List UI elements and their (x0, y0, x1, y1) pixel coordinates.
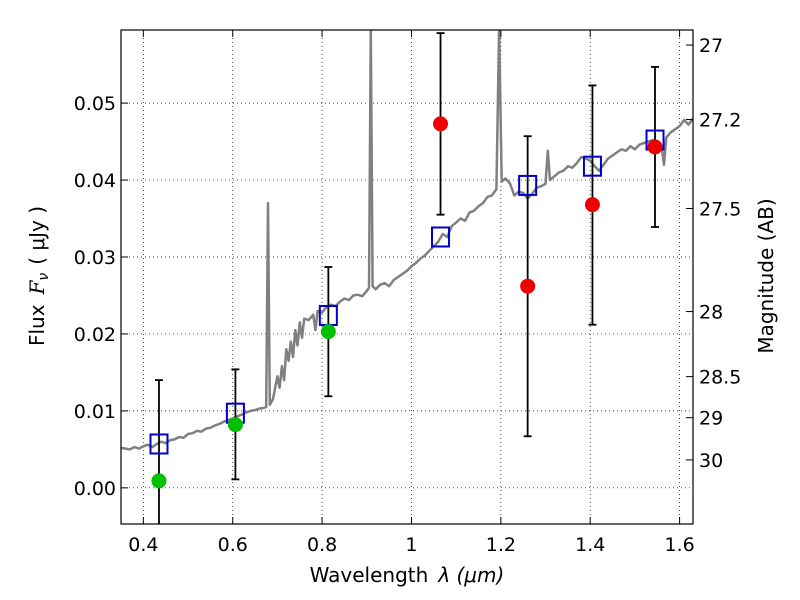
y-axis-label: FluxFν( μJy ) (25, 206, 52, 346)
plot-area (121, 30, 693, 524)
nondetection-point (584, 197, 600, 213)
x-tick-label: 1.6 (664, 534, 694, 556)
x-tick-label: 0.6 (218, 534, 248, 556)
y2-tick-label: 28 (699, 302, 723, 324)
y-tick-label: 0.04 (74, 170, 116, 192)
y2-tick-label: 29 (699, 408, 723, 430)
y2-axis-label: Magnitude (AB) (754, 198, 778, 353)
detection-point (320, 324, 336, 340)
nondetection-point (520, 278, 536, 294)
plot-frame (120, 29, 694, 525)
detection-point (227, 417, 243, 433)
model-photometry-square (431, 226, 451, 248)
x-tick-label: 1 (405, 534, 417, 556)
y-tick-label: 0.01 (74, 401, 116, 423)
x-tick-label: 0.8 (307, 534, 337, 556)
x-tick-label: 0.4 (128, 534, 158, 556)
detection-point (151, 473, 167, 489)
model-photometry-square (582, 155, 602, 177)
nondetection-point (433, 116, 449, 132)
model-photometry-square (518, 174, 538, 196)
y-tick-label: 0.05 (74, 93, 116, 115)
y2-tick-label: 27 (699, 35, 723, 57)
grid-lines (121, 30, 693, 524)
x-axis-label: Wavelength λ (μm) (310, 563, 505, 587)
y2-tick-label: 28.5 (699, 367, 741, 389)
axis-ticks: 0.4 0.6 0.8 1 1.2 1.4 1.6 0.00 0.01 0.02 0.03 0.04 0… (74, 30, 741, 556)
y-tick-label: 0.03 (74, 247, 116, 269)
nondetection-point (647, 139, 663, 155)
model-photometry-square (149, 433, 169, 455)
y2-tick-label: 27.5 (699, 198, 741, 220)
x-tick-label: 1.4 (575, 534, 605, 556)
y2-tick-label: 30 (699, 450, 723, 472)
x-tick-label: 1.2 (486, 534, 516, 556)
y2-tick-label: 27.2 (699, 110, 741, 132)
y-tick-label: 0.00 (74, 478, 116, 500)
y-tick-label: 0.02 (74, 324, 116, 346)
